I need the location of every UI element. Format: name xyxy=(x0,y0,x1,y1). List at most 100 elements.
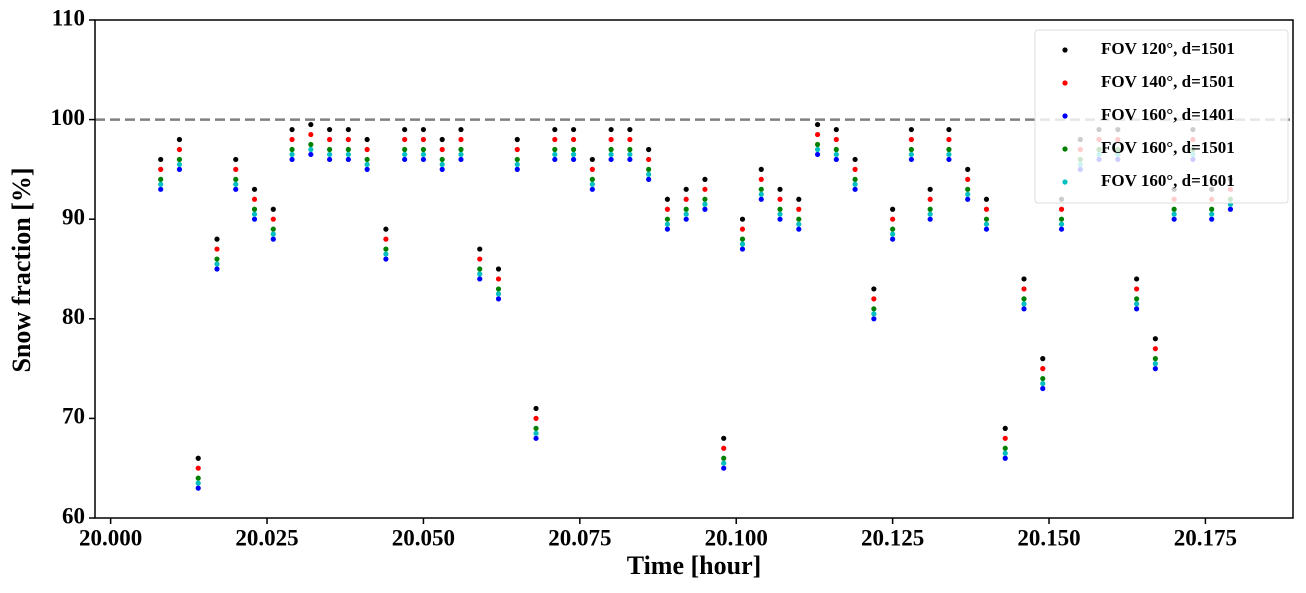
point xyxy=(1021,286,1027,292)
point xyxy=(214,256,220,262)
x-tick-label: 20.000 xyxy=(79,525,142,550)
point xyxy=(946,156,952,163)
point xyxy=(195,485,201,491)
point xyxy=(1002,435,1008,441)
point xyxy=(1058,206,1065,212)
point xyxy=(345,156,351,163)
point xyxy=(533,435,539,441)
point xyxy=(308,151,314,158)
point xyxy=(439,146,445,153)
point xyxy=(965,191,971,197)
point xyxy=(383,246,389,252)
point xyxy=(308,141,314,148)
y-tick-label: 60 xyxy=(62,503,85,528)
point xyxy=(852,181,858,187)
point xyxy=(627,151,633,158)
point xyxy=(570,146,577,153)
legend-label: FOV 160°, d=1501 xyxy=(1101,138,1235,157)
point xyxy=(1058,226,1065,232)
point xyxy=(946,146,952,153)
point xyxy=(739,246,746,252)
x-tick-label: 20.025 xyxy=(235,525,298,550)
point xyxy=(495,291,502,297)
point xyxy=(946,136,952,143)
point xyxy=(646,166,652,172)
point xyxy=(683,211,689,217)
point xyxy=(195,465,201,471)
point xyxy=(777,196,783,202)
point xyxy=(1152,346,1158,352)
point xyxy=(495,296,502,302)
point xyxy=(589,166,595,172)
point xyxy=(890,236,896,242)
point xyxy=(364,146,370,153)
point xyxy=(814,131,821,138)
point xyxy=(1058,216,1065,222)
point xyxy=(983,196,990,202)
point xyxy=(1040,375,1046,382)
point xyxy=(646,156,652,163)
y-tick-label: 70 xyxy=(62,404,85,429)
point xyxy=(195,475,201,481)
point xyxy=(871,286,877,292)
point xyxy=(1227,206,1234,212)
y-tick-label: 80 xyxy=(62,304,85,329)
point xyxy=(1134,296,1140,302)
point xyxy=(514,161,520,168)
point xyxy=(833,136,839,143)
point xyxy=(326,126,333,133)
x-tick-label: 20.075 xyxy=(548,525,611,550)
point xyxy=(270,206,276,212)
point xyxy=(890,216,896,222)
point xyxy=(946,126,952,133)
point xyxy=(383,226,389,232)
point xyxy=(495,286,502,292)
point xyxy=(1134,301,1140,307)
point xyxy=(570,151,577,158)
point xyxy=(833,146,839,153)
point xyxy=(251,216,258,222)
point xyxy=(796,221,802,227)
point xyxy=(458,151,464,158)
point xyxy=(777,216,783,222)
legend-label: FOV 120°, d=1501 xyxy=(1101,39,1235,58)
x-axis-label: Time [hour] xyxy=(627,551,762,580)
point xyxy=(965,166,971,172)
point xyxy=(495,266,502,272)
point xyxy=(214,236,220,242)
point xyxy=(890,226,896,232)
legend-label: FOV 160°, d=1401 xyxy=(1101,105,1235,124)
point xyxy=(908,156,914,163)
point xyxy=(477,266,483,272)
point xyxy=(1021,301,1027,307)
point xyxy=(477,256,483,262)
point xyxy=(608,156,614,163)
point xyxy=(176,156,183,163)
point xyxy=(514,156,520,163)
point xyxy=(552,151,558,158)
point xyxy=(439,166,445,172)
point xyxy=(908,136,914,143)
point xyxy=(251,211,258,217)
point xyxy=(814,121,821,128)
point xyxy=(458,156,464,163)
point xyxy=(251,186,258,192)
point xyxy=(589,181,595,187)
point xyxy=(1152,336,1158,342)
point xyxy=(702,176,708,182)
point xyxy=(589,186,595,192)
point xyxy=(1171,211,1177,217)
point xyxy=(927,211,933,217)
point xyxy=(927,216,933,222)
point xyxy=(871,306,877,312)
point xyxy=(1152,356,1158,362)
point xyxy=(364,166,370,172)
point xyxy=(270,226,276,232)
point xyxy=(1002,450,1008,456)
point xyxy=(721,460,727,466)
point xyxy=(1171,216,1177,222)
point xyxy=(420,136,427,143)
point xyxy=(739,241,746,247)
legend-label: FOV 160°, d=1601 xyxy=(1101,171,1235,190)
point xyxy=(796,216,802,222)
